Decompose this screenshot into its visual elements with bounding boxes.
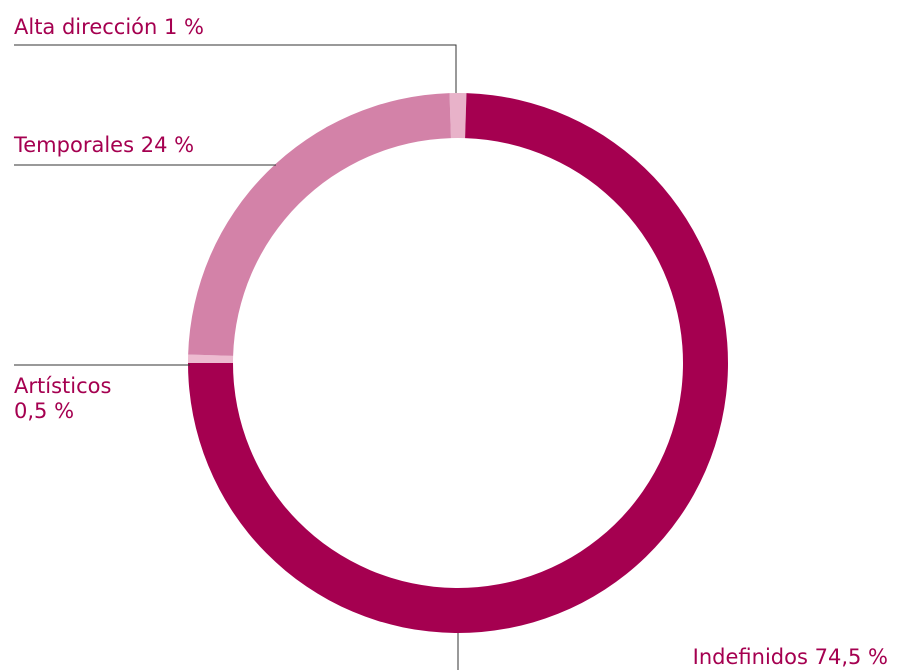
slice-label: Indefinidos 74,5 % xyxy=(693,645,888,669)
category-label: Indefinidos xyxy=(693,645,808,669)
slice-label: Artísticos 0,5 % xyxy=(14,374,111,423)
slice xyxy=(449,93,467,139)
slices xyxy=(188,93,728,633)
slice-label: Temporales 24 % xyxy=(13,133,194,157)
category-label: Alta dirección xyxy=(14,15,157,39)
value-label: 24 % xyxy=(141,133,194,157)
value-label: 1 % xyxy=(164,15,204,39)
slice-label: Alta dirección 1 % xyxy=(14,15,204,39)
leader-line xyxy=(14,44,457,93)
value-label: 0,5 % xyxy=(14,399,74,423)
value-label: 74,5 % xyxy=(815,645,888,669)
slice xyxy=(188,354,234,363)
category-label: Temporales xyxy=(13,133,134,157)
slice xyxy=(188,93,451,356)
category-label: Artísticos xyxy=(14,374,111,398)
